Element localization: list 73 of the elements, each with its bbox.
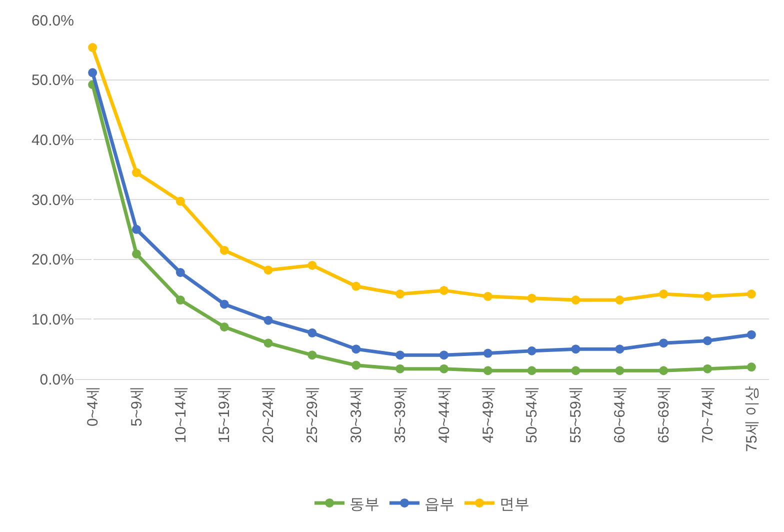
x-tick-label: 25~29세 — [304, 386, 322, 444]
point — [308, 260, 317, 270]
x-tick-label: 70~74세 — [699, 386, 716, 444]
point — [396, 364, 405, 374]
y-tick-label: 20.0% — [31, 252, 74, 269]
point — [352, 360, 361, 370]
point — [176, 196, 185, 206]
x-tick-label: 15~19세 — [216, 386, 234, 444]
x-tick-label: 60~64세 — [612, 386, 629, 444]
point — [352, 344, 361, 354]
point — [527, 366, 536, 376]
point — [132, 224, 141, 234]
point — [132, 249, 141, 258]
point — [703, 336, 712, 346]
y-tick-label: 30.0% — [31, 192, 74, 209]
x-tick-label: 55~59세 — [568, 386, 585, 444]
legend-label: 읍부 — [424, 496, 454, 513]
x-tick-label: 50~54세 — [524, 386, 541, 444]
point — [659, 338, 668, 348]
x-tick-label: 75세 이상 — [743, 386, 760, 452]
point — [220, 322, 229, 332]
y-tick-label: 10.0% — [31, 311, 74, 328]
point — [264, 266, 273, 275]
x-tick-label: 5~9세 — [128, 386, 146, 426]
point — [352, 282, 361, 291]
legend-label: 동부 — [350, 496, 380, 513]
point — [264, 316, 273, 325]
point — [439, 350, 448, 360]
y-tick-label: 0.0% — [40, 371, 74, 388]
point — [176, 296, 185, 305]
point — [746, 330, 756, 340]
point — [746, 290, 756, 299]
point — [615, 366, 624, 376]
point — [308, 350, 317, 360]
x-tick-label: 35~39세 — [392, 386, 409, 444]
point — [615, 344, 624, 354]
legend-label: 면부 — [500, 496, 530, 513]
point — [527, 294, 536, 303]
point — [615, 296, 624, 305]
point — [220, 246, 229, 255]
point — [571, 366, 580, 376]
y-tick-label: 60.0% — [31, 12, 74, 30]
x-tick-label: 20~24세 — [260, 386, 278, 444]
point — [264, 338, 273, 348]
point — [483, 348, 492, 358]
point — [439, 286, 448, 295]
y-tick-label: 40.0% — [31, 132, 74, 149]
point — [308, 328, 317, 338]
point — [439, 364, 448, 374]
point — [527, 346, 536, 356]
x-tick-label: 10~14세 — [172, 386, 190, 444]
point — [659, 290, 668, 299]
point — [396, 350, 405, 360]
point — [483, 366, 492, 376]
point — [88, 68, 98, 78]
x-tick-label: 30~34세 — [348, 386, 365, 444]
point — [483, 292, 492, 301]
x-tick-label: 40~44세 — [436, 386, 453, 444]
point — [220, 300, 229, 309]
point — [703, 364, 712, 374]
y-tick-label: 50.0% — [31, 72, 74, 90]
point — [571, 296, 580, 305]
x-tick-label: 0~4세 — [84, 386, 102, 426]
point — [659, 366, 668, 376]
x-tick-label: 65~69세 — [655, 386, 672, 444]
point — [396, 290, 405, 299]
point — [746, 362, 756, 372]
x-tick-label: 45~49세 — [480, 386, 497, 444]
point — [88, 43, 98, 52]
point — [132, 168, 141, 178]
point — [703, 292, 712, 301]
point — [176, 268, 185, 277]
point — [571, 344, 580, 354]
